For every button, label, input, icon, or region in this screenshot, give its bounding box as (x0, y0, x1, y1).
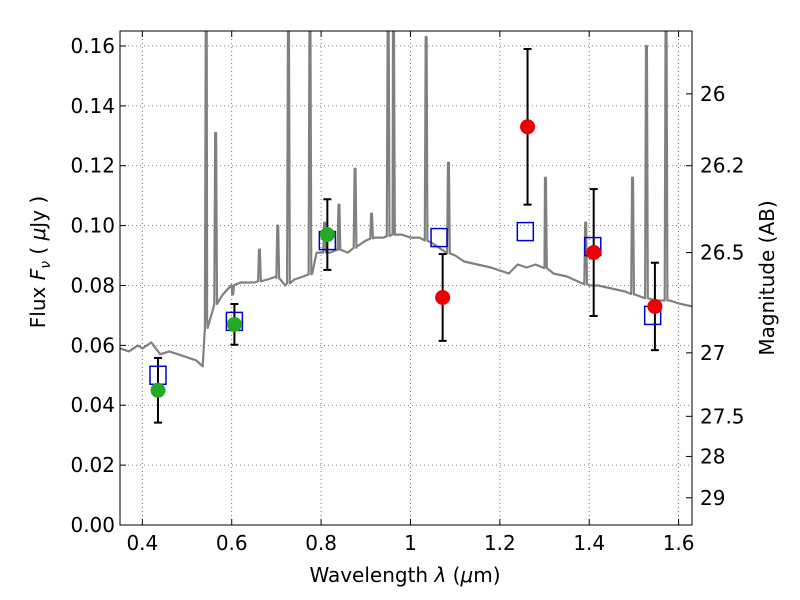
y-tick-label: 0.16 (70, 34, 115, 58)
y-tick-label: 0.12 (70, 154, 115, 178)
y-tick-label: 0.00 (70, 513, 115, 537)
y-tick-label: 0.02 (70, 453, 115, 477)
right-axis-label: Magnitude (AB) (755, 200, 779, 355)
low-snr-point (647, 298, 663, 314)
x-tick-label: 1.4 (573, 531, 605, 555)
right-tick-label: 27 (700, 341, 725, 365)
model-photometry-square (516, 221, 535, 242)
x-tick-label: 0.6 (216, 531, 248, 555)
right-tick-label: 28 (700, 444, 725, 468)
model-spectrum (120, 31, 692, 368)
right-tick-label: 26.5 (700, 241, 745, 265)
right-tick-label: 27.5 (700, 404, 745, 428)
y-tick-label: 0.10 (70, 214, 115, 238)
y-tick-label: 0.06 (70, 333, 115, 357)
x-axis-label: Wavelength λ (μm) (309, 563, 500, 587)
plot-frame (119, 30, 693, 526)
x-tick-label: 1.2 (484, 531, 516, 555)
y-tick-label: 0.14 (70, 94, 115, 118)
model-spectrum-line (120, 31, 692, 368)
right-tick-label: 26 (700, 82, 725, 106)
low-snr-point (586, 245, 602, 261)
low-snr-point (435, 289, 451, 305)
photometry-points (149, 119, 663, 398)
x-tick-label: 0.4 (126, 531, 158, 555)
y-tick-label: 0.04 (70, 393, 115, 417)
y-axis-label: Flux Fν ( μJy ) (26, 196, 54, 328)
ticks: 0.4 0.6 0.8 1 1.2 1.4 1.6 0.00 0.02 0.04 0.06 0.08 0… (70, 31, 745, 555)
low-snr-point (520, 119, 536, 135)
model-photometry-square (430, 227, 448, 248)
x-tick-label: 1.6 (663, 531, 695, 555)
detection-point (150, 382, 166, 398)
x-tick-label: 0.8 (305, 531, 337, 555)
x-tick-label: 1 (404, 531, 417, 555)
y-tick-label: 0.08 (70, 273, 115, 297)
right-tick-label: 26.2 (700, 154, 745, 178)
right-tick-label: 29 (700, 486, 725, 510)
detection-point (226, 316, 242, 332)
detection-point (319, 227, 335, 243)
